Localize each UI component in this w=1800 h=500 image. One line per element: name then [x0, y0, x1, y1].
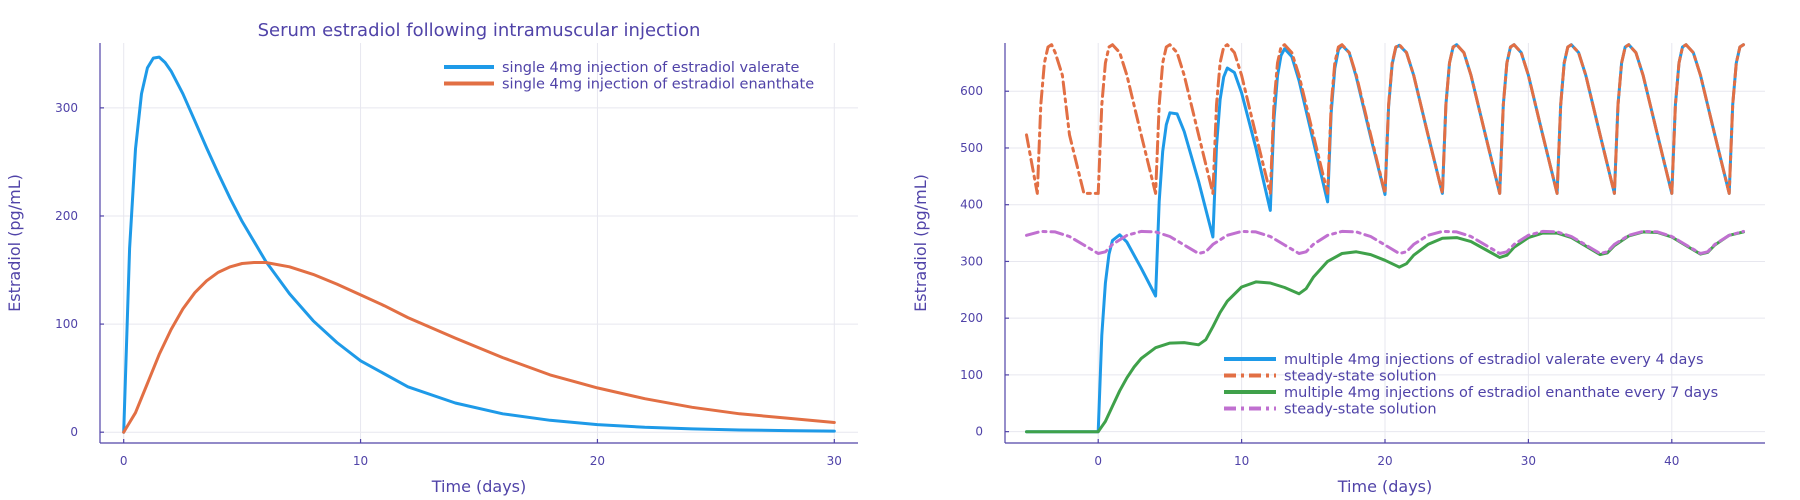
- y-tick-label: 600: [960, 84, 983, 98]
- y-tick-label: 0: [975, 425, 983, 439]
- x-tick-label: 20: [590, 454, 605, 468]
- y-tick-label: 200: [960, 311, 983, 325]
- x-tick-label: 40: [1664, 454, 1679, 468]
- x-axis-label: Time (days): [1337, 477, 1433, 496]
- y-tick-label: 300: [55, 101, 78, 115]
- y-tick-label: 500: [960, 141, 983, 155]
- x-tick-label: 10: [1234, 454, 1249, 468]
- legend-label: steady-state solution: [1284, 369, 1437, 385]
- legend-label: multiple 4mg injections of estradiol ena…: [1284, 385, 1718, 401]
- x-tick-label: 10: [353, 454, 368, 468]
- chart-title: Serum estradiol following intramuscular …: [258, 20, 701, 41]
- legend-label: multiple 4mg injections of estradiol val…: [1284, 352, 1704, 368]
- x-tick-label: 0: [120, 454, 128, 468]
- legend-label: steady-state solution: [1284, 402, 1437, 418]
- y-tick-label: 300: [960, 254, 983, 268]
- y-tick-label: 400: [960, 198, 983, 212]
- series-line-2: [1025, 43, 1745, 195]
- y-axis-label: Estradiol (pg/mL): [5, 174, 24, 312]
- legend-label: single 4mg injection of estradiol valera…: [502, 60, 800, 76]
- series-line-1: [122, 55, 836, 434]
- x-tick-label: 20: [1377, 454, 1392, 468]
- legend: multiple 4mg injections of estradiol val…: [1224, 352, 1718, 418]
- x-axis-label: Time (days): [431, 477, 527, 496]
- legend-label: single 4mg injection of estradiol enanth…: [502, 77, 814, 93]
- y-tick-label: 0: [70, 425, 78, 439]
- series-line-4: [1025, 229, 1745, 255]
- x-tick-label: 0: [1094, 454, 1102, 468]
- x-tick-label: 30: [827, 454, 842, 468]
- y-axis-label: Estradiol (pg/mL): [911, 174, 930, 312]
- y-tick-label: 100: [960, 368, 983, 382]
- legend: single 4mg injection of estradiol valera…: [444, 60, 814, 93]
- y-tick-label: 100: [55, 317, 78, 331]
- series-line-2: [122, 261, 836, 434]
- y-tick-label: 200: [55, 209, 78, 223]
- x-tick-label: 30: [1521, 454, 1536, 468]
